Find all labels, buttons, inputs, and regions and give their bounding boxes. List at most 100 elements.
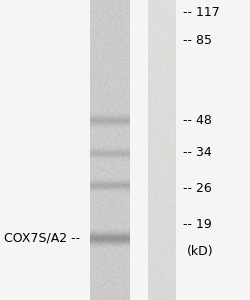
- Bar: [90, 282, 130, 283]
- Bar: [90, 276, 130, 277]
- Bar: [90, 55, 130, 56]
- Bar: [90, 168, 130, 169]
- Bar: [90, 283, 130, 284]
- Bar: [90, 297, 130, 298]
- Bar: [148, 95, 175, 96]
- Bar: [148, 3, 175, 4]
- Bar: [148, 196, 175, 197]
- Bar: [90, 183, 130, 184]
- Bar: [148, 80, 175, 81]
- Bar: [148, 173, 175, 174]
- Bar: [90, 193, 130, 194]
- Bar: [90, 236, 130, 237]
- Bar: [148, 158, 175, 159]
- Bar: [148, 86, 175, 87]
- Bar: [90, 169, 130, 170]
- Bar: [148, 130, 175, 131]
- Bar: [148, 174, 175, 175]
- Bar: [90, 218, 130, 219]
- Bar: [90, 279, 130, 280]
- Bar: [148, 287, 175, 288]
- Bar: [148, 91, 175, 92]
- Bar: [148, 211, 175, 212]
- Bar: [148, 109, 175, 110]
- Bar: [148, 42, 175, 43]
- Bar: [148, 197, 175, 198]
- Bar: [90, 78, 130, 79]
- Bar: [90, 190, 130, 191]
- Bar: [90, 31, 130, 32]
- Bar: [148, 164, 175, 165]
- Bar: [90, 111, 130, 112]
- Bar: [90, 17, 130, 18]
- Bar: [148, 238, 175, 239]
- Bar: [90, 52, 130, 53]
- Bar: [148, 76, 175, 77]
- Bar: [148, 178, 175, 179]
- Bar: [148, 117, 175, 118]
- Bar: [90, 155, 130, 156]
- Bar: [148, 27, 175, 28]
- Bar: [90, 192, 130, 193]
- Bar: [90, 74, 130, 75]
- Bar: [148, 78, 175, 79]
- Bar: [90, 28, 130, 29]
- Bar: [148, 110, 175, 111]
- Bar: [148, 231, 175, 232]
- Bar: [90, 213, 130, 214]
- Bar: [148, 284, 175, 285]
- Bar: [148, 21, 175, 22]
- Bar: [148, 253, 175, 254]
- Bar: [148, 137, 175, 138]
- Bar: [148, 134, 175, 135]
- Bar: [148, 72, 175, 73]
- Bar: [90, 42, 130, 43]
- Bar: [90, 15, 130, 16]
- Bar: [148, 152, 175, 153]
- Bar: [148, 249, 175, 250]
- Text: -- 85: -- 85: [182, 34, 211, 46]
- Bar: [148, 156, 175, 157]
- Bar: [90, 176, 130, 177]
- Bar: [148, 191, 175, 192]
- Bar: [90, 150, 130, 151]
- Bar: [90, 246, 130, 247]
- Bar: [90, 173, 130, 174]
- Bar: [90, 138, 130, 139]
- Bar: [90, 226, 130, 227]
- Bar: [90, 175, 130, 176]
- Bar: [90, 172, 130, 173]
- Bar: [90, 48, 130, 49]
- Bar: [148, 214, 175, 215]
- Bar: [90, 108, 130, 109]
- Bar: [90, 33, 130, 34]
- Bar: [148, 269, 175, 270]
- Bar: [148, 18, 175, 19]
- Bar: [90, 1, 130, 2]
- Bar: [148, 176, 175, 177]
- Bar: [148, 232, 175, 233]
- Bar: [90, 12, 130, 13]
- Bar: [148, 167, 175, 168]
- Bar: [90, 298, 130, 299]
- Bar: [90, 106, 130, 107]
- Bar: [148, 157, 175, 158]
- Bar: [148, 44, 175, 45]
- Bar: [148, 64, 175, 65]
- Bar: [148, 220, 175, 221]
- Bar: [90, 60, 130, 61]
- Bar: [148, 184, 175, 185]
- Bar: [90, 189, 130, 190]
- Bar: [90, 58, 130, 59]
- Bar: [90, 128, 130, 129]
- Bar: [148, 77, 175, 78]
- Bar: [90, 201, 130, 202]
- Bar: [90, 215, 130, 216]
- Bar: [90, 271, 130, 272]
- Bar: [148, 278, 175, 279]
- Bar: [148, 216, 175, 217]
- Bar: [148, 289, 175, 290]
- Bar: [90, 79, 130, 80]
- Bar: [148, 2, 175, 3]
- Bar: [90, 119, 130, 120]
